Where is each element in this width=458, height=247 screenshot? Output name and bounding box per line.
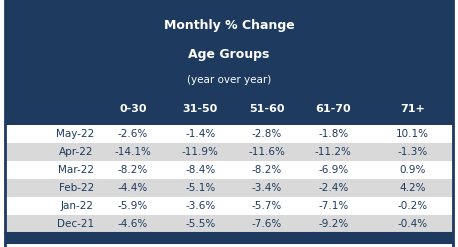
Text: -1.4%: -1.4% (185, 129, 216, 139)
Bar (5, 143, 453, 161)
Text: Feb-22: Feb-22 (59, 183, 94, 193)
Text: (year over year): (year over year) (187, 75, 271, 85)
Text: -8.2%: -8.2% (251, 165, 282, 175)
Text: -2.8%: -2.8% (251, 129, 282, 139)
Text: -1.3%: -1.3% (397, 147, 427, 157)
Text: 71+: 71+ (400, 104, 425, 114)
Text: -0.4%: -0.4% (397, 219, 427, 229)
Text: 4.2%: 4.2% (399, 183, 425, 193)
Text: -2.6%: -2.6% (118, 129, 148, 139)
Text: Age Groups: Age Groups (188, 48, 270, 61)
Text: 31-50: 31-50 (183, 104, 218, 114)
Text: -11.9%: -11.9% (182, 147, 219, 157)
Text: Apr-22: Apr-22 (60, 147, 94, 157)
Text: Dec-21: Dec-21 (57, 219, 94, 229)
Text: -7.6%: -7.6% (251, 219, 282, 229)
Bar (5, 215, 453, 233)
Text: 61-70: 61-70 (316, 104, 351, 114)
Text: -1.8%: -1.8% (318, 129, 349, 139)
Text: -11.2%: -11.2% (315, 147, 352, 157)
Text: Monthly % Change: Monthly % Change (164, 20, 294, 32)
Bar (5, 161, 453, 179)
Text: -0.2%: -0.2% (397, 201, 427, 211)
Bar (5, 233, 453, 243)
Text: -8.4%: -8.4% (185, 165, 216, 175)
Bar (5, 179, 453, 197)
Text: -5.9%: -5.9% (118, 201, 148, 211)
Text: 0.9%: 0.9% (399, 165, 425, 175)
Text: -11.6%: -11.6% (248, 147, 285, 157)
Text: -5.1%: -5.1% (185, 183, 216, 193)
Text: -14.1%: -14.1% (114, 147, 151, 157)
Bar (5, 94, 453, 125)
Bar (5, 125, 453, 143)
Text: -7.1%: -7.1% (318, 201, 349, 211)
Text: 0-30: 0-30 (119, 104, 147, 114)
Text: -9.2%: -9.2% (318, 219, 349, 229)
Bar (5, 243, 453, 247)
Text: -5.7%: -5.7% (251, 201, 282, 211)
Bar (5, 0, 453, 94)
Text: -4.4%: -4.4% (118, 183, 148, 193)
Text: -8.2%: -8.2% (118, 165, 148, 175)
Text: -4.6%: -4.6% (118, 219, 148, 229)
Text: -5.5%: -5.5% (185, 219, 216, 229)
Text: May-22: May-22 (55, 129, 94, 139)
Text: -2.4%: -2.4% (318, 183, 349, 193)
Text: -3.6%: -3.6% (185, 201, 216, 211)
Bar (5, 197, 453, 215)
Text: Mar-22: Mar-22 (58, 165, 94, 175)
Text: -6.9%: -6.9% (318, 165, 349, 175)
Text: -3.4%: -3.4% (251, 183, 282, 193)
Text: 10.1%: 10.1% (396, 129, 429, 139)
Text: 51-60: 51-60 (249, 104, 284, 114)
Text: Jan-22: Jan-22 (61, 201, 94, 211)
